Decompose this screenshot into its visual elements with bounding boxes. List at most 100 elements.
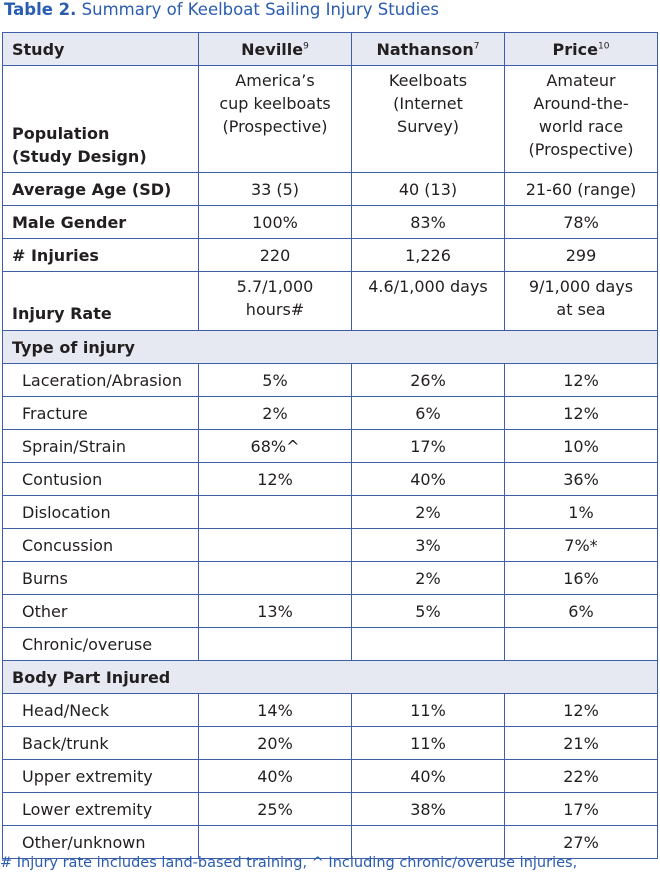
cell-price: 78% xyxy=(504,205,658,239)
cell-line: hours# xyxy=(245,300,305,319)
population-label-line2: (Study Design) xyxy=(12,147,147,166)
cell-neville: 12% xyxy=(198,462,352,496)
header-nathanson-label: Nathanson xyxy=(376,39,474,59)
cell-line: Survey) xyxy=(397,117,459,136)
population-label-line1: Population xyxy=(12,124,110,143)
table-row: Contusion 12% 40% 36% xyxy=(2,462,658,496)
row-label: Upper extremity xyxy=(2,759,199,793)
population-nathanson: Keelboats (Internet Survey) xyxy=(351,65,505,173)
cell-line: 4.6/1,000 days xyxy=(368,277,488,296)
cell-nathanson: 2% xyxy=(351,561,505,595)
cell-neville: 5% xyxy=(198,363,352,397)
section-heading: Body Part Injured xyxy=(2,660,658,694)
cell-nathanson xyxy=(351,825,505,859)
cell-nathanson: 38% xyxy=(351,792,505,826)
row-label: Sprain/Strain xyxy=(2,429,199,463)
table-row: Other/unknown 27% xyxy=(2,825,658,859)
cell-neville: 100% xyxy=(198,205,352,239)
header-row: Study Neville9 Nathanson7 Price10 xyxy=(2,32,658,66)
row-label: Male Gender xyxy=(2,205,199,239)
cell-price: 27% xyxy=(504,825,658,859)
cell-nathanson: 40 (13) xyxy=(351,172,505,206)
cell-line: (Prospective) xyxy=(528,140,634,159)
row-label: Dislocation xyxy=(2,495,199,529)
header-nathanson-ref: 7 xyxy=(473,41,480,52)
table-row: Fracture 2% 6% 12% xyxy=(2,396,658,430)
cell-nathanson: 26% xyxy=(351,363,505,397)
header-nathanson: Nathanson7 xyxy=(351,32,505,66)
table-title: Table 2. Summary of Keelboat Sailing Inj… xyxy=(4,0,439,21)
header-study: Study xyxy=(2,32,199,66)
cell-neville: 20% xyxy=(198,726,352,760)
cell-price: 6% xyxy=(504,594,658,628)
cell-neville: 25% xyxy=(198,792,352,826)
cell-line: Keelboats xyxy=(388,71,468,90)
cell-price: 299 xyxy=(504,238,658,272)
row-label: Back/trunk xyxy=(2,726,199,760)
cell-nathanson: 83% xyxy=(351,205,505,239)
table-title-text: Summary of Keelboat Sailing Injury Studi… xyxy=(81,0,439,19)
table-row: Laceration/Abrasion 5% 26% 12% xyxy=(2,363,658,397)
header-price: Price10 xyxy=(504,32,658,66)
cell-line: 5.7/1,000 xyxy=(236,277,314,296)
cell-neville xyxy=(198,825,352,859)
cell-neville xyxy=(198,495,352,529)
row-label: Lower extremity xyxy=(2,792,199,826)
injury-rate-nathanson: 4.6/1,000 days xyxy=(351,271,505,331)
cell-neville: 68%^ xyxy=(198,429,352,463)
cell-price: 10% xyxy=(504,429,658,463)
row-label: Fracture xyxy=(2,396,199,430)
cell-neville: 33 (5) xyxy=(198,172,352,206)
cell-neville xyxy=(198,561,352,595)
table-row: Head/Neck 14% 11% 12% xyxy=(2,693,658,727)
cell-line: (Prospective) xyxy=(222,117,328,136)
row-label: Contusion xyxy=(2,462,199,496)
injury-rate-price: 9/1,000 days at sea xyxy=(504,271,658,331)
cell-line: (Internet xyxy=(393,94,463,113)
cell-price: 17% xyxy=(504,792,658,826)
row-label: Burns xyxy=(2,561,199,595)
injury-rate-row: Injury Rate 5.7/1,000 hours# 4.6/1,000 da… xyxy=(2,271,658,331)
cell-price: 22% xyxy=(504,759,658,793)
header-price-ref: 10 xyxy=(597,41,610,52)
cell-line: Around-the- xyxy=(533,94,629,113)
cell-line: America’s xyxy=(235,71,315,90)
row-label: Laceration/Abrasion xyxy=(2,363,199,397)
table-row: Upper extremity 40% 40% 22% xyxy=(2,759,658,793)
cell-line: world race xyxy=(538,117,624,136)
table-row: Lower extremity 25% 38% 17% xyxy=(2,792,658,826)
cell-nathanson: 17% xyxy=(351,429,505,463)
cell-neville: 14% xyxy=(198,693,352,727)
cell-nathanson: 40% xyxy=(351,759,505,793)
cell-price: 21-60 (range) xyxy=(504,172,658,206)
section-heading: Type of injury xyxy=(2,330,658,364)
table-row: Burns 2% 16% xyxy=(2,561,658,595)
cell-price: 12% xyxy=(504,693,658,727)
cell-neville: 13% xyxy=(198,594,352,628)
cell-nathanson: 11% xyxy=(351,693,505,727)
header-neville: Neville9 xyxy=(198,32,352,66)
cell-nathanson: 6% xyxy=(351,396,505,430)
table-row: Chronic/overuse xyxy=(2,627,658,661)
table-row: Concussion 3% 7%* xyxy=(2,528,658,562)
injury-studies-table: Study Neville9 Nathanson7 Price10 Popula… xyxy=(2,32,658,859)
cell-line: at sea xyxy=(556,300,606,319)
row-label: Chronic/overuse xyxy=(2,627,199,661)
cell-nathanson: 5% xyxy=(351,594,505,628)
footnote: # Injury rate includes land-based traini… xyxy=(0,855,578,871)
header-neville-ref: 9 xyxy=(303,41,309,52)
table-row: Average Age (SD) 33 (5) 40 (13) 21-60 (r… xyxy=(2,172,658,206)
population-price: Amateur Around-the-world race (Prospective… xyxy=(504,65,658,173)
cell-price: 1% xyxy=(504,495,658,529)
table-title-label: Table 2. xyxy=(4,0,77,19)
row-label: # Injuries xyxy=(2,238,199,272)
row-label: Concussion xyxy=(2,528,199,562)
cell-line: Amateur xyxy=(546,71,616,90)
cell-price: 36% xyxy=(504,462,658,496)
cell-price: 7%* xyxy=(504,528,658,562)
injury-rate-neville: 5.7/1,000 hours# xyxy=(198,271,352,331)
cell-price xyxy=(504,627,658,661)
header-neville-label: Neville xyxy=(241,39,304,59)
section-type-of-injury: Type of injury xyxy=(2,330,658,364)
cell-neville: 40% xyxy=(198,759,352,793)
